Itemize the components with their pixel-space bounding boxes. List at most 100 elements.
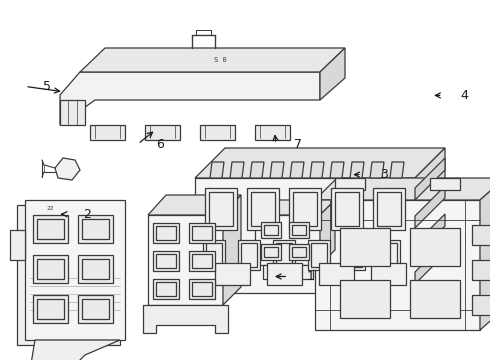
Polygon shape [55,158,80,180]
Bar [25,200,125,340]
Bar [238,240,260,270]
Polygon shape [90,125,125,140]
Polygon shape [10,230,25,260]
Bar [335,178,365,190]
Bar [189,279,215,299]
Bar [37,299,64,319]
Polygon shape [143,305,228,333]
Polygon shape [60,72,320,125]
Bar [430,178,460,190]
Bar [189,223,215,243]
Text: 6: 6 [156,138,164,150]
Bar [78,295,113,323]
Text: 4: 4 [461,89,468,102]
Polygon shape [480,178,490,330]
Bar [343,240,365,270]
Polygon shape [195,148,445,178]
Bar [331,188,363,230]
Polygon shape [330,162,344,178]
Bar [37,219,64,239]
Text: 7: 7 [294,138,302,150]
Bar [192,282,212,296]
Bar [373,188,405,230]
Bar [215,263,250,285]
Bar [410,228,460,266]
Bar [263,265,281,279]
Bar [308,240,330,270]
Polygon shape [315,178,490,200]
Polygon shape [370,162,384,178]
Bar [82,219,109,239]
Polygon shape [290,162,304,178]
Bar [264,247,278,257]
Bar [37,259,64,279]
Polygon shape [255,200,335,215]
Bar [289,244,309,260]
Polygon shape [415,148,445,293]
Polygon shape [255,125,290,140]
Bar [33,295,68,323]
Bar [156,226,176,240]
Polygon shape [195,178,415,293]
Polygon shape [148,195,241,215]
Polygon shape [320,200,335,265]
Bar [189,251,215,271]
Bar [371,263,406,285]
Bar [261,244,281,260]
Polygon shape [145,125,180,140]
Polygon shape [320,48,345,100]
Bar [153,251,179,271]
Bar [295,265,313,279]
Bar [319,263,354,285]
Polygon shape [415,186,445,228]
Polygon shape [315,200,480,330]
Bar [153,279,179,299]
Bar [289,222,309,238]
Bar [335,192,359,226]
Bar [209,192,233,226]
Polygon shape [310,162,324,178]
Bar [78,215,113,243]
Text: S 0: S 0 [214,57,226,63]
Polygon shape [390,162,404,178]
Bar [33,255,68,283]
Polygon shape [30,340,120,360]
Bar [205,188,237,230]
Polygon shape [415,158,445,200]
Bar [261,222,281,238]
Bar [153,223,179,243]
Bar [192,254,212,268]
Polygon shape [210,162,224,178]
Bar [156,282,176,296]
Bar [264,225,278,235]
Polygon shape [80,48,345,72]
Text: 1: 1 [306,270,314,283]
Polygon shape [200,125,235,140]
Bar [293,192,317,226]
Bar [340,228,390,266]
Bar [247,188,279,230]
Bar [346,243,362,267]
Bar [377,192,401,226]
Text: 22: 22 [46,206,54,211]
Bar [378,240,400,270]
Bar [472,225,490,245]
Polygon shape [60,100,85,125]
Text: 3: 3 [380,168,388,181]
Bar [203,240,225,270]
Polygon shape [415,242,445,284]
Bar [289,188,321,230]
Bar [33,215,68,243]
Polygon shape [223,195,241,305]
Bar [472,295,490,315]
Bar [82,299,109,319]
Polygon shape [415,214,445,256]
Bar [273,240,295,270]
Polygon shape [148,215,223,305]
Bar [381,243,397,267]
Bar [82,259,109,279]
Polygon shape [350,162,364,178]
Bar [340,280,390,318]
Bar [78,255,113,283]
Polygon shape [250,162,264,178]
